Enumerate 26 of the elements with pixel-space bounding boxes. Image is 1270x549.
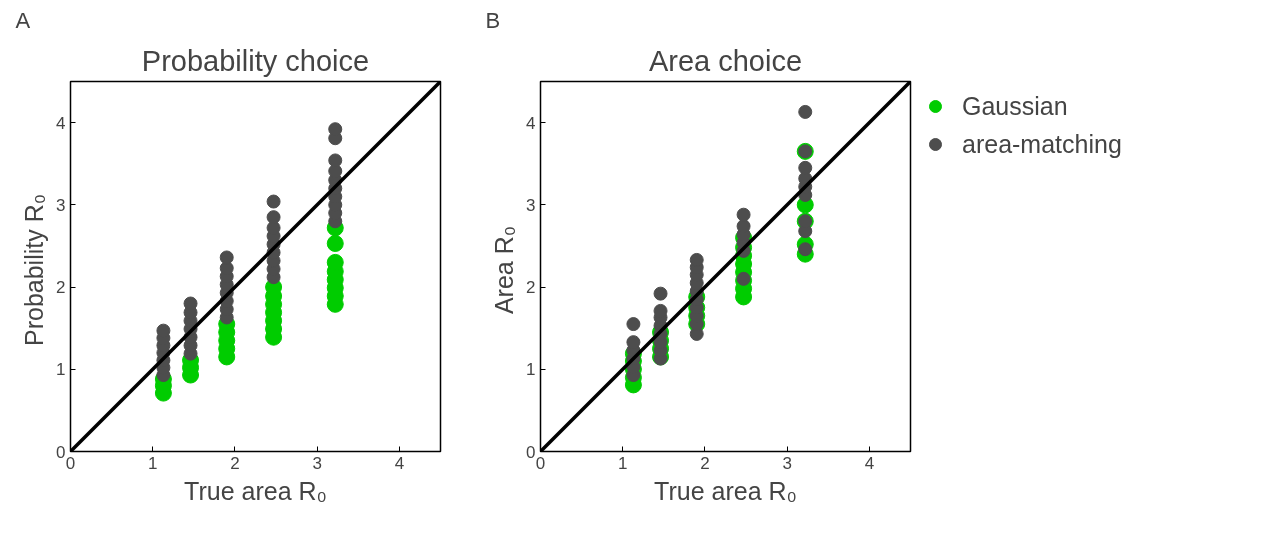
- x-tick-label: 3: [312, 453, 322, 473]
- x-axis-title: True area R₀: [184, 476, 327, 505]
- y-tick-label: 1: [526, 360, 536, 380]
- x-tick-label: 1: [617, 453, 628, 473]
- x-axis-title: True area R₀: [654, 476, 797, 505]
- legend-label: Gaussian: [962, 91, 1068, 121]
- x-tick-label: 4: [394, 453, 405, 473]
- y-tick-label: 1: [56, 360, 66, 380]
- y-tick-label: 4: [526, 113, 536, 133]
- x-tick-label: 1: [147, 453, 158, 473]
- y-tick-label: 3: [56, 195, 66, 215]
- x-tick-label: 4: [864, 453, 875, 473]
- legend-label: area-matching: [962, 129, 1122, 159]
- y-axis-title: Area R₀: [490, 225, 519, 315]
- x-tick-label: 3: [782, 453, 792, 473]
- x-tick-label: 2: [700, 453, 710, 473]
- y-tick-label: 4: [56, 113, 66, 133]
- y-tick-label: 3: [526, 195, 536, 215]
- chart-title: Probability choice: [141, 44, 370, 77]
- chart-title: Area choice: [648, 44, 803, 77]
- text: A: [15, 7, 31, 33]
- x-tick-label: 2: [230, 453, 240, 473]
- y-tick-label: 2: [56, 278, 66, 298]
- y-tick-label: 2: [526, 278, 536, 298]
- y-axis-title: Probability R₀: [20, 193, 49, 347]
- text: B: [485, 7, 501, 33]
